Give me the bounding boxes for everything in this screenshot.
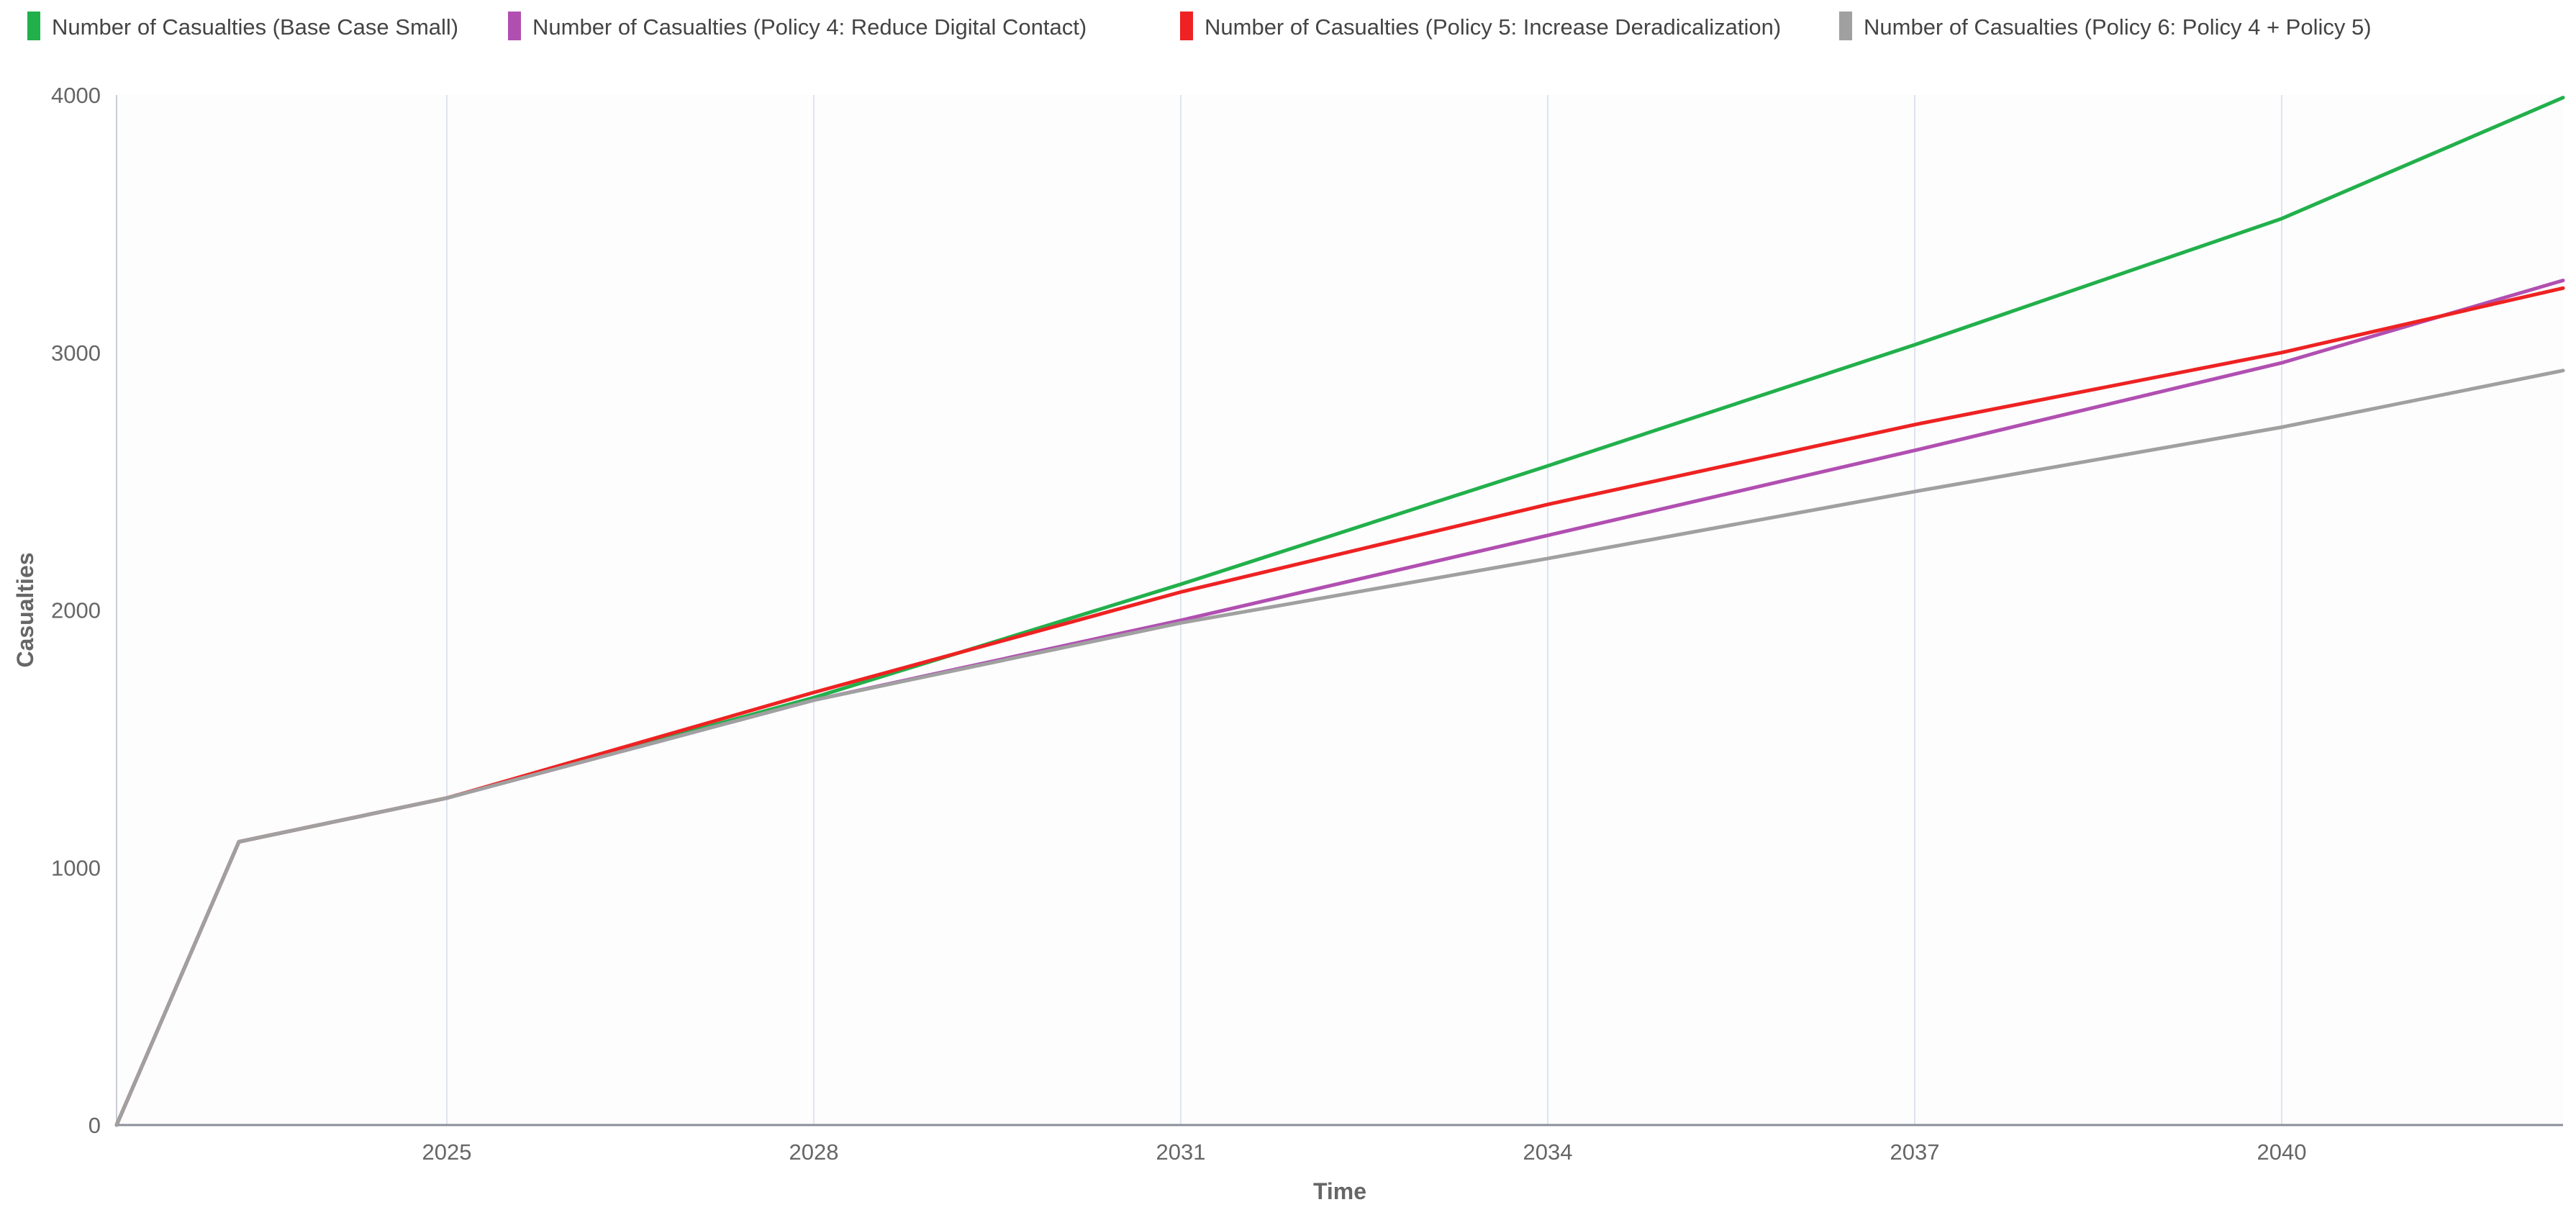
legend-item-2[interactable]: Number of Casualties (Policy 4: Reduce D…: [508, 12, 1087, 40]
grid: [117, 95, 2563, 1125]
series-line-4: [114, 369, 2565, 1127]
x-tick-label: 2031: [1156, 1139, 1206, 1165]
y-tick-label: 3000: [51, 340, 101, 366]
y-tick-label: 1000: [51, 855, 101, 880]
tick-labels: 2025 2028 2031 2034 2037 2040 0 1000 2000 3000 400…: [51, 83, 2306, 1165]
y-tick-label: 0: [89, 1113, 101, 1138]
legend-swatch: [27, 12, 40, 40]
legend-swatch: [508, 12, 521, 40]
legend-swatch: [1180, 12, 1193, 40]
x-tick-label: 2037: [1890, 1139, 1940, 1165]
x-axis-title: Time: [1313, 1178, 1366, 1204]
plot-background: [117, 95, 2563, 1125]
x-tick-label: 2025: [422, 1139, 472, 1165]
series: [114, 96, 2565, 1127]
legend-label: Number of Casualties (Policy 5: Increase…: [1205, 14, 1781, 40]
legend-item-4[interactable]: Number of Casualties (Policy 6: Policy 4…: [1839, 12, 2372, 40]
y-tick-label: 4000: [51, 83, 101, 108]
legend: Number of Casualties (Base Case Small) Nu…: [27, 12, 2372, 40]
y-axis-title: Casualties: [12, 552, 38, 667]
x-tick-label: 2028: [789, 1139, 839, 1165]
y-tick-label: 2000: [51, 598, 101, 623]
x-tick-label: 2040: [2257, 1139, 2307, 1165]
legend-item-1[interactable]: Number of Casualties (Base Case Small): [27, 12, 458, 40]
legend-label: Number of Casualties (Policy 6: Policy 4…: [1864, 14, 2372, 40]
legend-swatch: [1839, 12, 1852, 40]
legend-item-3[interactable]: Number of Casualties (Policy 5: Increase…: [1180, 12, 1781, 40]
x-tick-label: 2034: [1523, 1139, 1573, 1165]
legend-label: Number of Casualties (Policy 4: Reduce D…: [532, 14, 1087, 40]
legend-label: Number of Casualties (Base Case Small): [52, 14, 458, 40]
axes: [116, 95, 2563, 1126]
